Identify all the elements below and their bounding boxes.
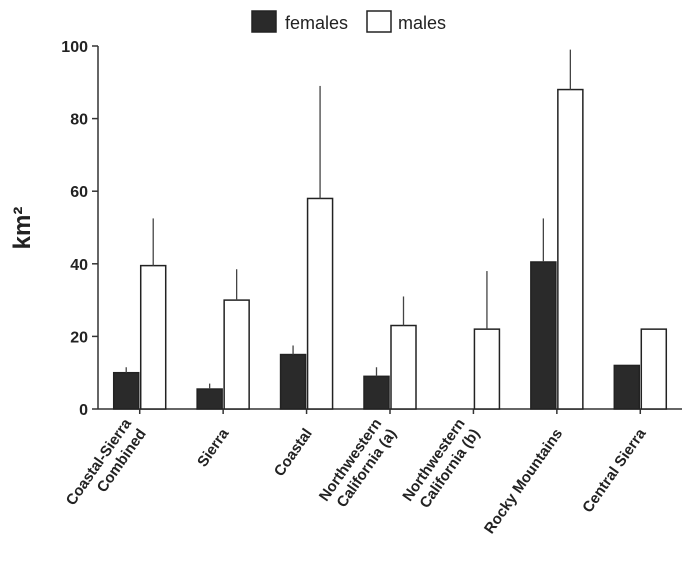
legend: females males	[251, 10, 446, 33]
x-tick-label-line: Central Sierra	[579, 425, 650, 516]
bar-females	[279, 353, 307, 410]
x-tick-label: NorthwesternCalifornia (a)	[316, 416, 400, 515]
bar-males	[139, 264, 167, 410]
bar-females	[196, 388, 223, 410]
legend-label-females: females	[285, 13, 348, 33]
x-tick-labels: Coastal-SierraCombined Sierra Coastal North…	[63, 415, 650, 537]
error-bars	[125, 49, 572, 390]
bar-males	[557, 88, 584, 410]
bar-males	[473, 328, 501, 410]
y-tick-label: 80	[70, 112, 88, 129]
x-tick-label-line: Coastal	[271, 426, 316, 480]
bar-females	[112, 371, 140, 410]
x-tick-label: NorthwesternCalifornia (b)	[399, 416, 483, 515]
bars	[112, 88, 668, 410]
bar-males	[223, 299, 250, 410]
y-tick-label: 60	[70, 184, 88, 201]
legend-label-males: males	[398, 13, 446, 33]
x-tick-label-line: Rocky Mountains	[481, 426, 566, 537]
bar-males	[640, 328, 668, 410]
bar-females	[530, 261, 557, 410]
y-tick-label: 20	[70, 329, 88, 346]
x-tick-label: Coastal-SierraCombined	[63, 415, 150, 519]
y-axis-label: km²	[9, 207, 36, 250]
legend-swatch-females	[251, 10, 277, 33]
x-tick-label-line: Sierra	[194, 425, 233, 470]
axes: 0 20 40 60 80 100	[61, 39, 682, 419]
bar-females	[363, 375, 390, 410]
legend-swatch-males	[366, 10, 392, 33]
y-tick-label: 100	[61, 39, 88, 56]
x-tick-label: Rocky Mountains	[481, 426, 566, 537]
bar-females	[613, 364, 641, 410]
bar-males	[306, 197, 334, 410]
y-tick-label: 40	[70, 257, 88, 274]
bar-males	[390, 324, 417, 410]
x-tick-label: Sierra	[194, 425, 233, 470]
y-tick-label: 0	[79, 402, 88, 419]
x-tick-label: Central Sierra	[579, 425, 650, 516]
x-tick-label: Coastal	[271, 426, 316, 480]
